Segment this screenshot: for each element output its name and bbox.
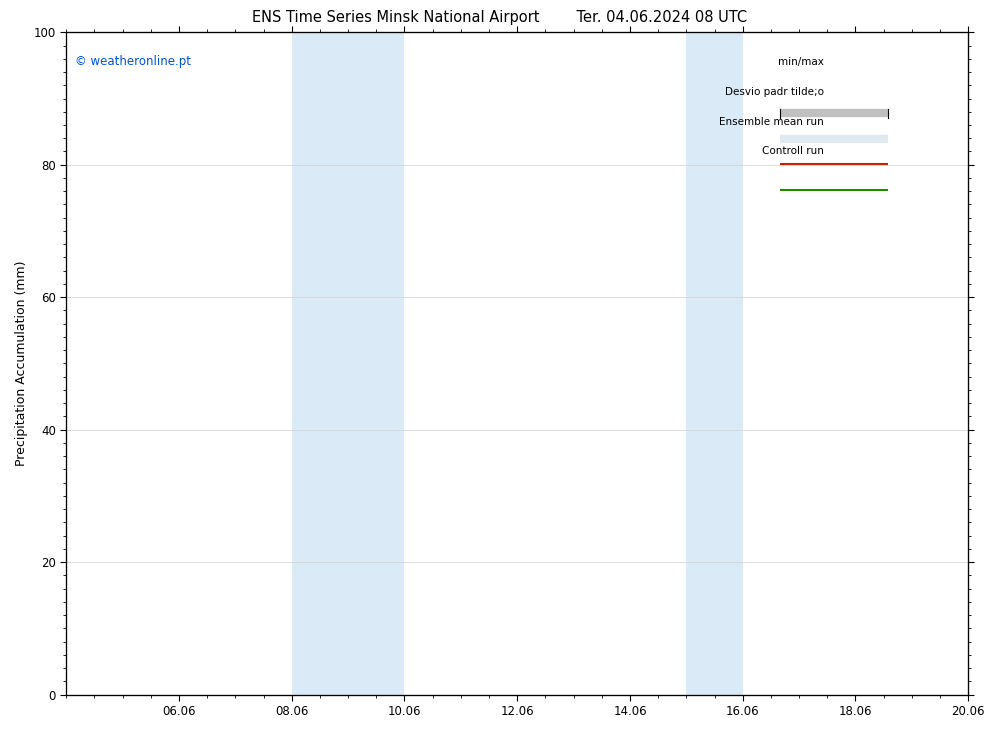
Text: © weatheronline.pt: © weatheronline.pt <box>75 56 191 68</box>
Text: ENS Time Series Minsk National Airport        Ter. 04.06.2024 08 UTC: ENS Time Series Minsk National Airport T… <box>252 10 748 24</box>
Text: min/max: min/max <box>778 57 824 67</box>
Y-axis label: Precipitation Accumulation (mm): Precipitation Accumulation (mm) <box>15 261 28 466</box>
Bar <box>292 32 404 695</box>
Bar <box>686 32 743 695</box>
Text: Controll run: Controll run <box>762 147 824 157</box>
Text: Ensemble mean run: Ensemble mean run <box>719 117 824 127</box>
Text: Desvio padr tilde;o: Desvio padr tilde;o <box>725 87 824 97</box>
